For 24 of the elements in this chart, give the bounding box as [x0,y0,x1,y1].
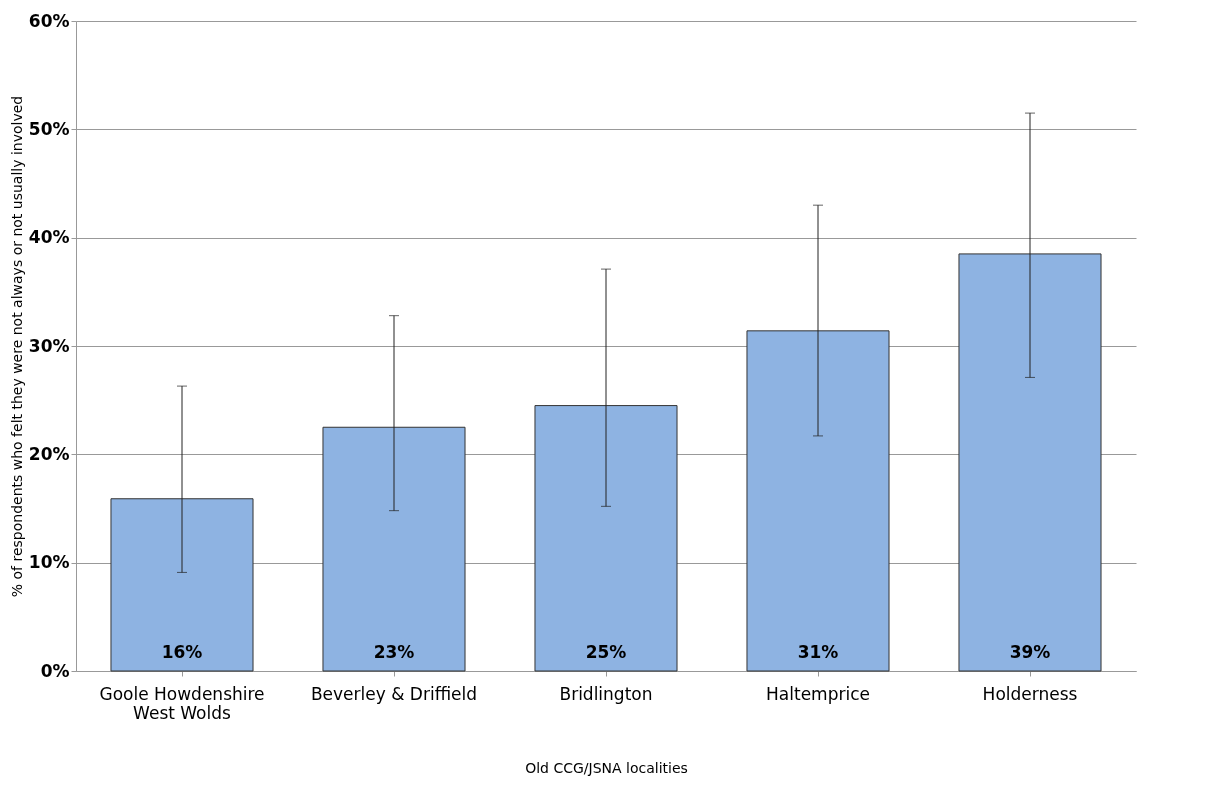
y-tick-label: 30% [28,335,70,356]
bar [110,498,254,672]
bar [534,405,678,672]
data-label: 16% [161,642,203,662]
x-tick-label: Haltemprice [766,683,870,704]
x-tick-label: Goole Howdenshire West Wolds [99,683,265,723]
x-tick-label: Bridlington [559,683,653,704]
data-label: 31% [797,642,839,662]
y-tick-label: 50% [28,118,70,139]
bar [958,253,1102,672]
x-tick-label: Holderness [982,683,1078,704]
bar [322,426,466,672]
data-label: 39% [1009,642,1051,662]
y-tick-label: 10% [28,552,70,573]
data-label: 25% [585,642,627,662]
y-axis-title: % of respondents who felt they were not always or not usually involved [8,95,25,598]
x-axis-title: Old CCG/JSNA localities [525,759,688,776]
x-tick-label: Beverley & Driffield [310,683,478,704]
y-tick-label: 60% [28,10,70,31]
y-tick-label: 0% [40,660,70,681]
data-label: 23% [373,642,415,662]
y-tick-label: 40% [28,227,70,248]
bar [746,330,890,672]
y-tick-label: 20% [28,443,70,464]
